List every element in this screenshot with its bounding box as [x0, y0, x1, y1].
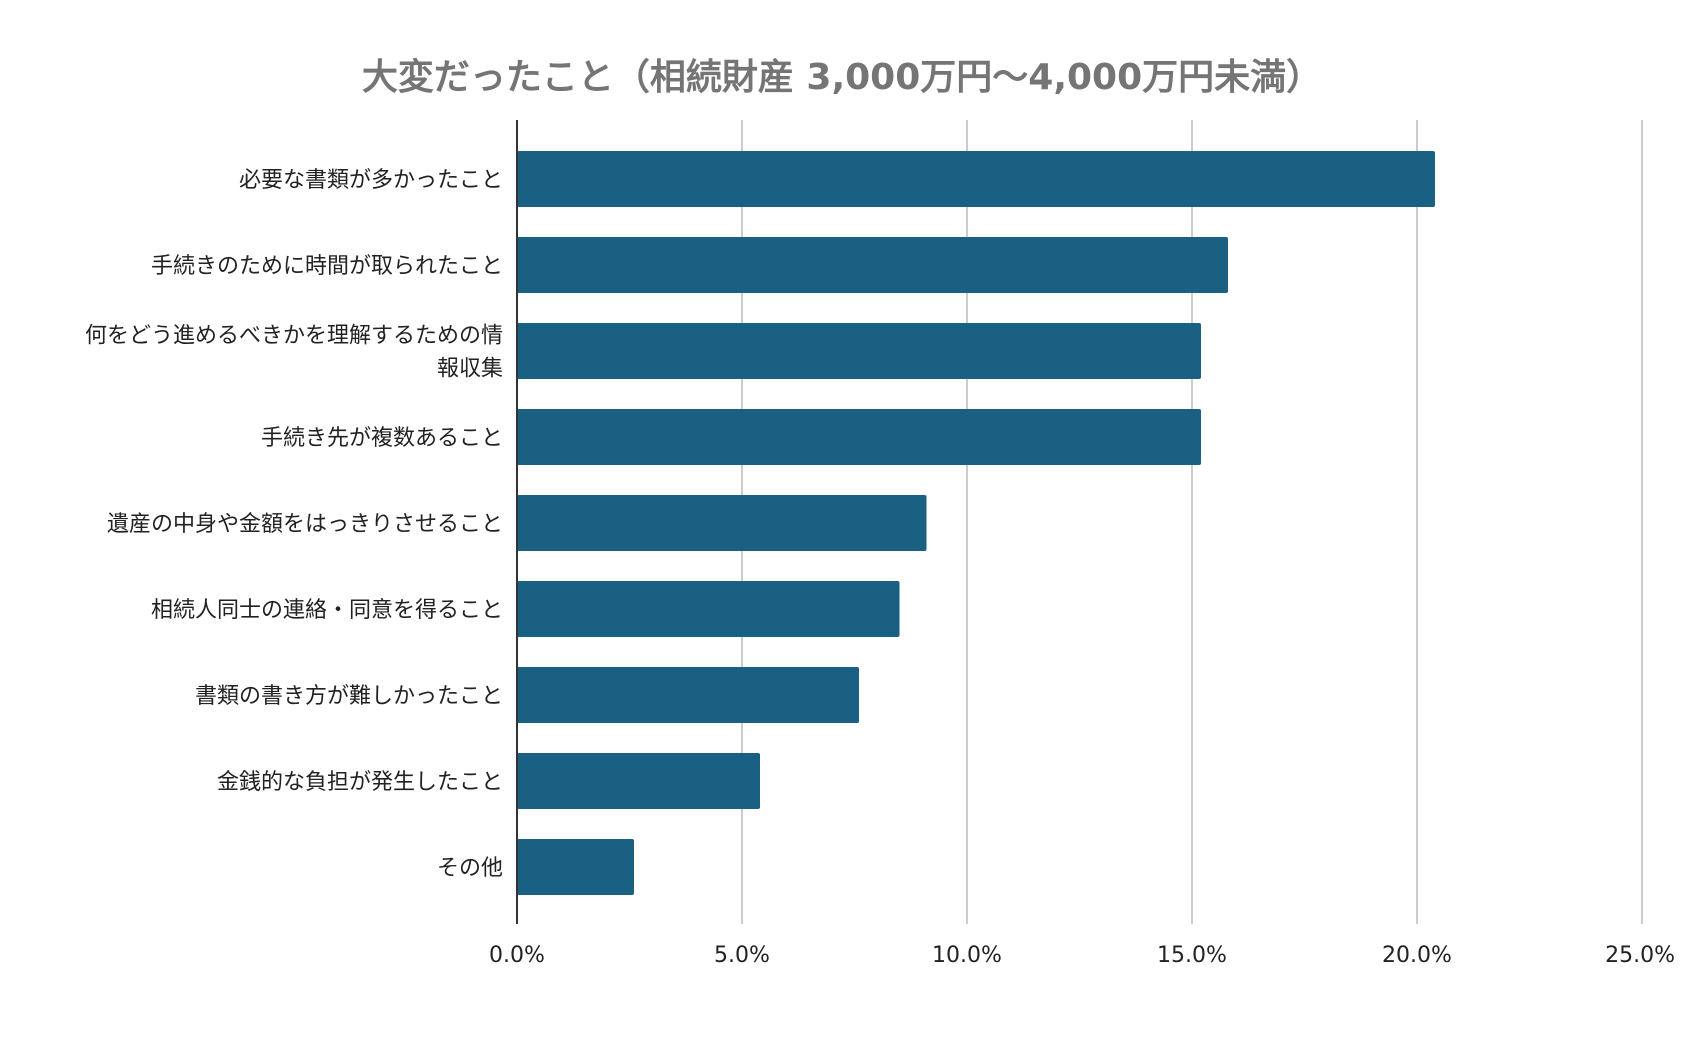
bar [517, 237, 1228, 293]
x-tick-label: 25.0% [1605, 943, 1675, 968]
category-label-line: 必要な書類が多かったこと [239, 168, 503, 193]
bar [517, 753, 760, 809]
bar [517, 839, 634, 895]
category-label: 相続人同士の連絡・同意を得ること [151, 598, 503, 623]
category-label-line: 手続きのために時間が取られたこと [151, 254, 503, 279]
bar [517, 667, 859, 723]
bar [517, 495, 927, 551]
category-label-line: 何をどう進めるべきかを理解するための情 [85, 324, 503, 349]
category-label-line: 金銭的な負担が発生したこと [217, 770, 503, 795]
x-tick-label: 20.0% [1382, 943, 1452, 968]
category-label-line: 書類の書き方が難しかったこと [195, 684, 503, 709]
category-label: 手続き先が複数あること [261, 426, 503, 451]
category-label: 何をどう進めるべきかを理解するための情報収集 [85, 324, 503, 382]
category-label: 書類の書き方が難しかったこと [195, 684, 503, 709]
bar [517, 409, 1201, 465]
category-label-line: 報収集 [437, 357, 503, 382]
x-tick-label: 5.0% [714, 943, 770, 968]
bar [517, 151, 1435, 207]
category-label-line: その他 [437, 856, 503, 881]
category-label: 遺産の中身や金額をはっきりさせること [107, 512, 503, 537]
category-label-line: 遺産の中身や金額をはっきりさせること [107, 512, 503, 537]
category-label: 金銭的な負担が発生したこと [217, 770, 503, 795]
category-label: 手続きのために時間が取られたこと [151, 254, 503, 279]
chart-title: 大変だったこと（相続財産 3,000万円〜4,000万円未満） [361, 57, 1323, 98]
category-label-line: 手続き先が複数あること [261, 426, 503, 451]
category-label: その他 [437, 856, 503, 881]
x-tick-label: 10.0% [932, 943, 1002, 968]
category-label: 必要な書類が多かったこと [239, 168, 503, 193]
bar [517, 581, 900, 637]
category-label-line: 相続人同士の連絡・同意を得ること [151, 598, 503, 623]
x-tick-label: 15.0% [1157, 943, 1227, 968]
x-tick-label: 0.0% [489, 943, 545, 968]
bar [517, 323, 1201, 379]
